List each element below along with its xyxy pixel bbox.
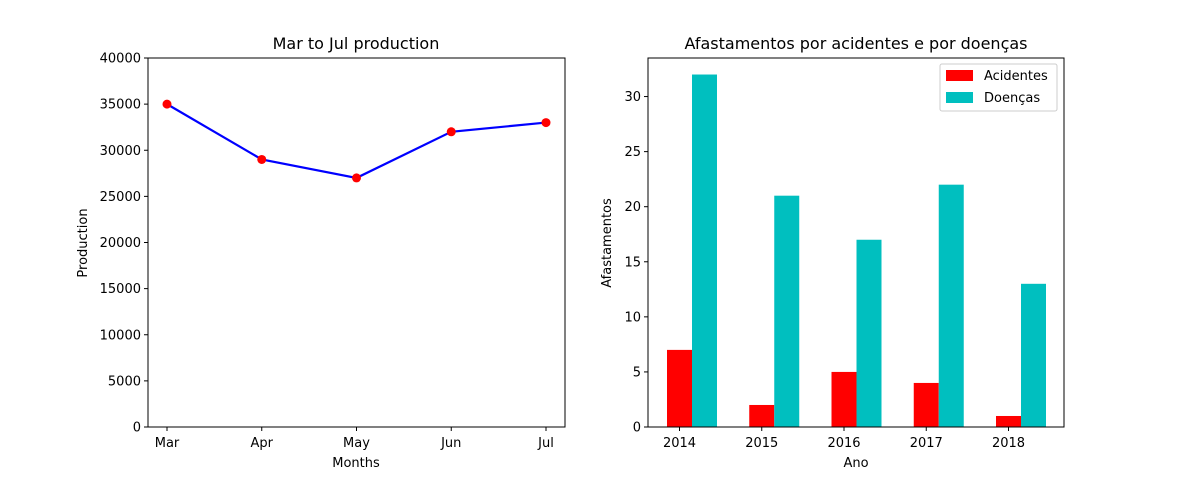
y-tick-label: 30000	[100, 144, 141, 159]
y-tick-label: 5	[633, 365, 641, 380]
legend-swatch-doencas	[946, 92, 973, 103]
y-tick-label: 35000	[100, 98, 141, 113]
y-tick-label: 30	[624, 90, 641, 105]
y-tick-label: 20000	[100, 236, 141, 251]
x-tick-label: Jul	[537, 436, 554, 451]
chart1-y-axis: 0 5000 10000 15000 20000 25000 30000 35000 40000	[100, 52, 148, 436]
legend-swatch-acidentes	[946, 70, 973, 81]
y-tick-label: 5000	[108, 374, 141, 389]
chart1-y-axis-label: Production	[76, 208, 91, 277]
x-tick-label: 2016	[827, 436, 860, 451]
y-tick-label: 10000	[100, 328, 141, 343]
data-point-mar	[162, 99, 172, 109]
y-tick-label: 25	[624, 145, 641, 160]
production-line-chart: Mar to Jul production 0 5000 10000 15000 200…	[76, 34, 566, 471]
x-tick-label: Jun	[440, 436, 461, 451]
data-point-jun	[446, 127, 456, 137]
data-point-jul	[541, 118, 551, 128]
chart1-x-axis: Mar Apr May Jun Jul	[155, 427, 554, 451]
y-tick-label: 15000	[100, 282, 141, 297]
y-tick-label: 0	[133, 421, 141, 436]
x-tick-label: 2015	[745, 436, 778, 451]
chart2-bars	[667, 74, 1046, 427]
bar-acidentes-2016	[831, 371, 857, 427]
chart2-y-axis: 0 5 10 15 20 25 30	[624, 90, 648, 436]
y-tick-label: 20	[624, 200, 641, 215]
chart1-plot-frame	[147, 57, 566, 428]
bar-acidentes-2017	[913, 382, 939, 427]
chart1-x-axis-label: Months	[332, 456, 380, 471]
bar-doen-as-2014	[692, 74, 717, 427]
chart2-x-axis: 2014 2015 2016 2017 2018	[663, 427, 1025, 451]
y-tick-label: 25000	[100, 190, 141, 205]
bar-doen-as-2017	[938, 184, 964, 427]
data-point-apr	[257, 154, 267, 164]
bar-doen-as-2016	[856, 239, 882, 427]
chart2-x-axis-label: Ano	[843, 456, 868, 471]
x-tick-label: Mar	[155, 436, 180, 451]
chart2-title: Afastamentos por acidentes e por doenças	[684, 34, 1027, 53]
x-tick-label: 2017	[910, 436, 943, 451]
bar-acidentes-2015	[749, 404, 775, 427]
bar-doen-as-2015	[774, 195, 800, 427]
chart1-series	[162, 99, 551, 183]
y-tick-label: 15	[624, 255, 641, 270]
bar-acidentes-2014	[667, 349, 692, 427]
y-tick-label: 0	[633, 421, 641, 436]
legend-label-acidentes: Acidentes	[984, 69, 1048, 84]
data-point-may	[352, 173, 361, 183]
x-tick-label: May	[343, 436, 370, 451]
y-tick-label: 40000	[100, 52, 141, 67]
x-tick-label: Apr	[251, 436, 274, 451]
chart2-y-axis-label: Afastamentos	[600, 198, 615, 288]
chart2-plot-frame	[647, 57, 1065, 428]
chart2-legend: Acidentes Doenças	[939, 63, 1058, 112]
chart1-title: Mar to Jul production	[273, 34, 440, 53]
x-tick-label: 2018	[992, 436, 1025, 451]
legend-label-doencas: Doenças	[984, 91, 1040, 106]
afastamentos-bar-chart: Afastamentos por acidentes e por doenças…	[600, 34, 1065, 471]
bar-acidentes-2018	[996, 415, 1021, 427]
production-line	[166, 103, 547, 180]
x-tick-label: 2014	[663, 436, 696, 451]
y-tick-label: 10	[624, 310, 641, 325]
bar-doen-as-2018	[1021, 283, 1046, 427]
